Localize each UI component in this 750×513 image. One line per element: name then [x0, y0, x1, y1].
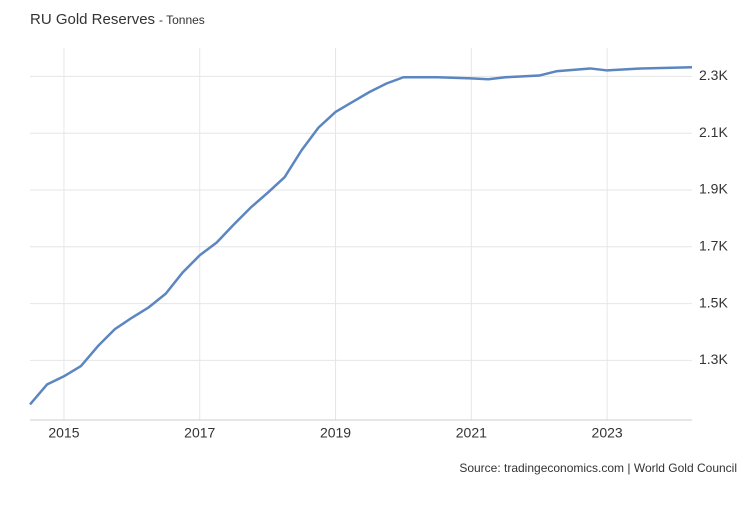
- source: Source: tradingeconomics.com | World Gol…: [459, 461, 737, 475]
- chart-subtitle: - Tonnes: [159, 13, 205, 27]
- y-tick-label: 1.5K: [699, 294, 728, 310]
- y-tick-label: 1.7K: [699, 237, 728, 253]
- y-tick-label: 1.9K: [699, 181, 728, 197]
- y-tick-label: 1.3K: [699, 351, 728, 367]
- x-tick-label: 2015: [48, 425, 79, 441]
- y-tick-label: 2.1K: [699, 124, 728, 140]
- x-tick-label: 2021: [456, 425, 487, 441]
- data-line: [29, 66, 693, 406]
- y-tick-label: 2.3K: [699, 67, 728, 83]
- x-tick-label: 2023: [592, 425, 623, 441]
- chart-title: RU Gold Reserves: [30, 11, 155, 28]
- x-tick-label: 2019: [320, 425, 351, 441]
- x-tick-label: 2017: [184, 425, 215, 441]
